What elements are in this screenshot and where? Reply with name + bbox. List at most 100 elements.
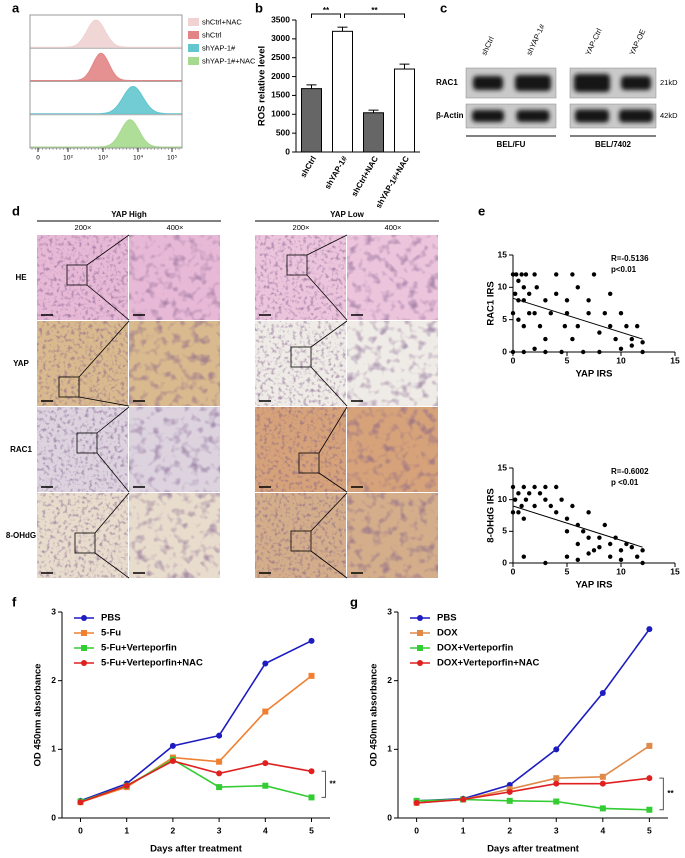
x-tick-label: shYAP-1#+NAC xyxy=(374,154,411,209)
scatter-point xyxy=(512,497,518,502)
scatter-point xyxy=(521,285,526,290)
marker xyxy=(599,690,606,697)
x-tick-label: 5 xyxy=(647,825,652,835)
scatter-point xyxy=(521,349,526,355)
marker xyxy=(646,806,653,813)
legend-label: DOX+Verteporfin+NAC xyxy=(437,658,540,669)
row-label: RAC1 xyxy=(10,445,32,454)
scatter-point xyxy=(532,503,537,509)
lane-label: shCtrl xyxy=(479,35,496,57)
marker xyxy=(308,768,315,775)
y-tick-label: 2 xyxy=(51,675,56,685)
scatter-point xyxy=(586,535,591,540)
scatter-point xyxy=(608,291,613,296)
scatter-point xyxy=(597,349,602,355)
scatter-point xyxy=(608,323,613,329)
zoom-line xyxy=(96,406,130,434)
scatter-point xyxy=(543,560,548,566)
y-tick-label: 0 xyxy=(502,557,507,567)
x-tick-label: 5 xyxy=(309,825,314,835)
scatter-point xyxy=(554,484,559,490)
scatter-point xyxy=(510,311,516,316)
marker xyxy=(216,784,223,791)
zoom-line xyxy=(86,234,130,266)
blot-band xyxy=(619,109,653,123)
x-tick-label: 5 xyxy=(565,355,570,365)
scatter-point xyxy=(586,311,591,316)
scatter-point xyxy=(629,343,634,348)
scatter-point xyxy=(516,510,521,515)
panel-letter: f xyxy=(12,594,17,609)
x-tick-label: 3 xyxy=(554,825,559,835)
significance-label: ** xyxy=(667,789,674,798)
scatter-point xyxy=(618,311,624,316)
panel-letter: b xyxy=(255,0,263,15)
series-line xyxy=(80,675,312,803)
scatter-point xyxy=(516,491,521,496)
x-tick-label: 4 xyxy=(263,825,268,835)
scatter-point xyxy=(534,285,539,290)
marker xyxy=(169,742,176,749)
scatter-point xyxy=(602,522,607,528)
ihc-texture xyxy=(255,321,346,406)
annotation: p<0.01 xyxy=(611,265,637,274)
series-line xyxy=(80,760,312,803)
x-tick-label: shCtrl xyxy=(299,155,318,180)
legend-marker xyxy=(417,615,423,621)
y-tick-label: 1 xyxy=(387,744,392,754)
significance-label: ** xyxy=(330,779,337,788)
scatter-point xyxy=(516,317,521,322)
zoom-line xyxy=(310,366,348,407)
x-tick-label: 4 xyxy=(600,825,605,835)
magnification-label: 400× xyxy=(167,223,184,232)
x-tick-label: 1 xyxy=(124,825,129,835)
bar xyxy=(332,30,353,153)
y-tick-label: 2500 xyxy=(271,52,290,62)
zoom-line xyxy=(318,406,348,454)
x-tick-label: 0 xyxy=(511,355,516,365)
marker xyxy=(553,775,560,782)
marker xyxy=(77,799,84,806)
scatter-point xyxy=(618,557,624,563)
scatter-point xyxy=(510,349,516,355)
scatter-point xyxy=(613,336,618,342)
blot-band xyxy=(621,76,651,90)
legend-label: PBS xyxy=(437,613,457,624)
trend-line xyxy=(512,505,643,548)
scatter-point xyxy=(618,548,624,553)
ihc-texture xyxy=(129,407,220,492)
scatter-point xyxy=(575,541,580,547)
group-header: YAP High xyxy=(111,210,147,219)
scatter-point xyxy=(510,510,516,515)
ihc-texture xyxy=(255,493,346,578)
series-line xyxy=(416,745,650,804)
legend-marker xyxy=(417,660,423,666)
scatter-point xyxy=(559,349,564,355)
row-label: YAP xyxy=(13,359,29,368)
x-tick-label: shCtrl+NAC xyxy=(350,154,380,198)
ihc-texture xyxy=(255,407,346,492)
x-tick-label: 10⁵ xyxy=(167,155,178,162)
row-label: HE xyxy=(15,273,27,282)
scatter-point xyxy=(543,336,548,342)
x-tick-label: 10 xyxy=(616,355,626,365)
scatter-point xyxy=(640,349,645,355)
scatter-point xyxy=(543,349,548,355)
y-axis-label: OD 450nm absorbance xyxy=(369,664,380,767)
histogram-curve xyxy=(30,52,182,81)
y-tick-label: 15 xyxy=(498,249,508,259)
scatter-point xyxy=(527,491,532,496)
scatter-point xyxy=(629,544,634,550)
marker xyxy=(413,799,420,806)
y-tick-label: 10 xyxy=(498,494,508,504)
marker xyxy=(308,794,315,801)
trend-line xyxy=(512,297,643,340)
ihc-texture xyxy=(37,407,128,492)
scatter-point xyxy=(532,346,537,351)
scatter-point xyxy=(519,272,524,277)
marker xyxy=(646,742,653,749)
ihc-texture xyxy=(129,321,220,406)
series-line xyxy=(80,640,312,802)
scatter-point xyxy=(581,349,586,355)
scatter-point xyxy=(570,503,575,509)
